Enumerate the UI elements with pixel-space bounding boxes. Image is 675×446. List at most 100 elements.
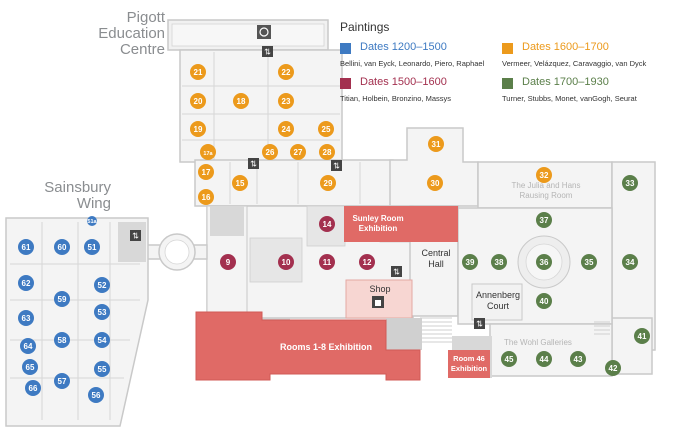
room-number: 9	[226, 258, 231, 267]
room-number: 61	[22, 243, 31, 252]
room-marker-11[interactable]: 11	[319, 254, 335, 270]
room-marker-circle	[262, 144, 278, 160]
room-marker-circle	[18, 310, 34, 326]
room-marker-31[interactable]: 31	[428, 136, 444, 152]
annenberg-court	[471, 283, 523, 321]
room-marker-12[interactable]: 12	[359, 254, 375, 270]
room-marker-32[interactable]: 32	[536, 167, 552, 183]
room-number: 28	[323, 148, 332, 157]
room-marker-51[interactable]: 51	[84, 239, 100, 255]
room-number: 19	[194, 125, 203, 134]
room-marker-circle	[359, 254, 375, 270]
room-marker-37[interactable]: 37	[536, 212, 552, 228]
room-marker-56[interactable]: 56	[88, 387, 104, 403]
room-marker-16[interactable]: 16	[198, 189, 214, 205]
room-marker-42[interactable]: 42	[605, 360, 621, 376]
room-number: 18	[237, 97, 246, 106]
sainsbury-wing-label: Sainsbury Wing	[44, 179, 111, 212]
room-marker-circle	[190, 64, 206, 80]
room-marker-22[interactable]: 22	[278, 64, 294, 80]
room-marker-circle	[290, 144, 306, 160]
room-marker-26[interactable]: 26	[262, 144, 278, 160]
room-marker-27[interactable]: 27	[290, 144, 306, 160]
room-marker-circle	[20, 338, 36, 354]
room-marker-28[interactable]: 28	[319, 144, 335, 160]
room-number: 15	[236, 179, 245, 188]
svg-text:⇅: ⇅	[132, 232, 139, 241]
svg-text:⇅: ⇅	[393, 268, 400, 277]
room-marker-circle	[84, 239, 100, 255]
room-marker-circle	[581, 254, 597, 270]
sunley-room-exhibition-label[interactable]: Sunley Room Exhibition	[352, 214, 404, 233]
room-marker-circle	[320, 175, 336, 191]
room-marker-65[interactable]: 65	[22, 359, 38, 375]
room-marker-34[interactable]: 34	[622, 254, 638, 270]
room-marker-36[interactable]: 36	[536, 254, 552, 270]
room-marker-63[interactable]: 63	[18, 310, 34, 326]
room-marker-21[interactable]: 21	[190, 64, 206, 80]
room-marker-9[interactable]: 9	[220, 254, 236, 270]
room-marker-64[interactable]: 64	[20, 338, 36, 354]
room-marker-41[interactable]: 41	[634, 328, 650, 344]
wohl-galleries	[489, 323, 613, 377]
room-number: 58	[58, 336, 67, 345]
room-46-exhibition-label[interactable]: Room 46 Exhibition	[450, 354, 488, 373]
room-marker-15[interactable]: 15	[232, 175, 248, 191]
room-number: 57	[58, 377, 67, 386]
room-marker-66[interactable]: 66	[25, 380, 41, 396]
room-marker-circle	[319, 144, 335, 160]
room-marker-40[interactable]: 40	[536, 293, 552, 309]
room-marker-33[interactable]: 33	[622, 175, 638, 191]
room-marker-54[interactable]: 54	[94, 332, 110, 348]
lift-icon: ⇅	[474, 318, 485, 329]
legend-heading: Paintings	[340, 20, 390, 34]
room-number: 17	[202, 168, 211, 177]
room-number: 24	[282, 125, 291, 134]
svg-text:⇅: ⇅	[333, 162, 340, 171]
room-marker-62[interactable]: 62	[18, 275, 34, 291]
room-number: 25	[322, 125, 331, 134]
shop-label[interactable]: Shop	[369, 284, 391, 294]
room-marker-circle	[634, 328, 650, 344]
room-marker-55[interactable]: 55	[94, 361, 110, 377]
room-number: 59	[58, 295, 67, 304]
room-marker-18[interactable]: 18	[233, 93, 249, 109]
room-marker-45[interactable]: 45	[501, 351, 517, 367]
room-marker-10[interactable]: 10	[278, 254, 294, 270]
room-number: 20	[194, 97, 203, 106]
room-marker-57[interactable]: 57	[54, 373, 70, 389]
room-number: 64	[24, 342, 33, 351]
room-marker-17a[interactable]: 17a	[200, 144, 216, 160]
room-marker-44[interactable]: 44	[536, 351, 552, 367]
room-marker-53[interactable]: 53	[94, 304, 110, 320]
room-marker-circle	[18, 239, 34, 255]
room-marker-17[interactable]: 17	[198, 164, 214, 180]
room-marker-30[interactable]: 30	[427, 175, 443, 191]
room-marker-39[interactable]: 39	[462, 254, 478, 270]
room-marker-24[interactable]: 24	[278, 121, 294, 137]
room-marker-59[interactable]: 59	[54, 291, 70, 307]
room-marker-circle	[94, 361, 110, 377]
room-marker-61[interactable]: 61	[18, 239, 34, 255]
central-hall-label[interactable]: Central Hall	[421, 248, 451, 269]
room-marker-58[interactable]: 58	[54, 332, 70, 348]
room-marker-43[interactable]: 43	[570, 351, 586, 367]
room-marker-14[interactable]: 14	[319, 216, 335, 232]
room-number: 65	[26, 363, 35, 372]
room-marker-29[interactable]: 29	[320, 175, 336, 191]
room-marker-circle	[570, 351, 586, 367]
room-marker-circle	[536, 212, 552, 228]
room-marker-19[interactable]: 19	[190, 121, 206, 137]
rooms-1-8-exhibition-label[interactable]: Rooms 1-8 Exhibition	[279, 342, 372, 352]
room-marker-23[interactable]: 23	[278, 93, 294, 109]
room-marker-52[interactable]: 52	[94, 277, 110, 293]
room-number: 35	[585, 258, 594, 267]
room-marker-60[interactable]: 60	[54, 239, 70, 255]
room-marker-25[interactable]: 25	[318, 121, 334, 137]
room-marker-38[interactable]: 38	[491, 254, 507, 270]
room-marker-51a[interactable]: 51a	[87, 216, 98, 226]
annenberg-court-label[interactable]: Annenberg Court	[475, 290, 521, 311]
room-marker-20[interactable]: 20	[190, 93, 206, 109]
room-marker-35[interactable]: 35	[581, 254, 597, 270]
room-marker-circle	[318, 121, 334, 137]
